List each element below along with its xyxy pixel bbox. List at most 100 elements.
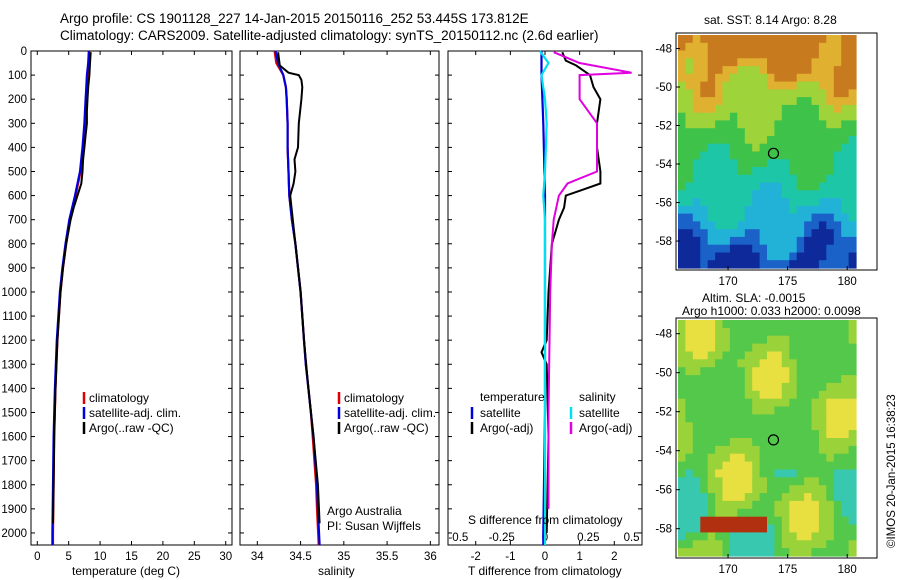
map-cell (767, 351, 775, 360)
map-cell (796, 359, 805, 368)
map-cell (774, 73, 783, 83)
map-cell (759, 42, 768, 52)
map-cell (678, 524, 686, 533)
map-cell (774, 351, 783, 360)
map-cell (752, 244, 761, 254)
map-cell (729, 430, 738, 439)
map-cell (744, 50, 753, 59)
map-cell (841, 477, 850, 486)
map-cell (781, 516, 790, 526)
map-cell (759, 221, 768, 230)
map-cell (767, 445, 775, 455)
map-cell (707, 438, 716, 447)
map-cell (833, 508, 842, 518)
map-cell (685, 351, 694, 360)
map-cell (818, 461, 827, 471)
map-cell (737, 182, 746, 191)
map-cell (744, 35, 753, 44)
map-cell (707, 190, 716, 199)
map-cell (759, 151, 768, 160)
map-cell (737, 540, 746, 549)
map-cell (722, 500, 731, 510)
map-cell (692, 167, 701, 176)
map-cell (833, 167, 842, 176)
map-cell (796, 81, 805, 90)
map-cell (774, 469, 783, 478)
map-cell (818, 174, 827, 184)
map-cell (707, 104, 716, 114)
map-cell (796, 438, 805, 447)
map-cell (759, 406, 768, 415)
map-cell (700, 198, 709, 207)
map-cell (767, 469, 775, 478)
map-cell (818, 35, 827, 44)
map-cell (744, 198, 753, 207)
map-cell (841, 398, 850, 408)
depth-tick-label: 1600 (1, 432, 27, 444)
map-cell (818, 500, 827, 510)
map-cell (685, 198, 694, 207)
map-cell (729, 406, 738, 415)
map-cell (781, 406, 790, 415)
map-cell (707, 414, 716, 423)
map-cell (744, 151, 753, 160)
depth-tick-label: 1800 (1, 480, 27, 492)
map-cell (767, 414, 775, 423)
map-cell (685, 477, 694, 486)
map-cell (774, 112, 783, 122)
map-cell (685, 367, 694, 376)
map-cell (752, 221, 761, 230)
map-cell (818, 205, 827, 215)
map-cell (789, 516, 798, 526)
map-cell (826, 343, 835, 353)
map-cell (737, 236, 746, 246)
map-cell (789, 244, 798, 254)
map-cell (678, 422, 686, 431)
map-cell (826, 213, 835, 222)
map-cell (774, 205, 783, 215)
map-cell (804, 136, 813, 145)
map-cell (715, 430, 724, 439)
sst-map-grid (678, 35, 857, 269)
map-cell (715, 66, 724, 75)
map-cell (759, 414, 768, 423)
map-cell (729, 477, 738, 486)
map-cell (767, 174, 775, 184)
map-cell (678, 500, 686, 510)
map-cell (841, 532, 850, 541)
map-cell (789, 532, 798, 541)
map-cell (818, 73, 827, 83)
map-cell (692, 461, 701, 471)
map-cell (848, 143, 857, 153)
map-cell (729, 81, 738, 90)
map-cell (804, 89, 813, 98)
map-cell (707, 159, 716, 168)
map-cell (781, 167, 790, 176)
map-cell (841, 50, 850, 59)
map-cell (707, 112, 716, 122)
differences-xtick-label: -1 (505, 551, 515, 563)
map-cell (804, 174, 813, 184)
map-cell (744, 398, 753, 408)
map-cell (752, 252, 761, 261)
map-cell (692, 469, 701, 478)
map-cell (818, 97, 827, 106)
map-cell (722, 120, 731, 129)
map-cell (789, 151, 798, 160)
map-cell (833, 244, 842, 254)
map-cell (744, 485, 753, 494)
map-cell (707, 540, 716, 549)
map-cell (848, 42, 857, 52)
map-cell (767, 244, 775, 254)
map-cell (796, 35, 805, 44)
map-cell (700, 112, 709, 122)
map-cell (818, 398, 827, 408)
map-cell (744, 532, 753, 541)
map-cell (848, 445, 857, 455)
map-cell (752, 81, 761, 90)
map-cell (804, 73, 813, 83)
map-cell (848, 320, 857, 329)
map-cell (781, 205, 790, 215)
map-cell (811, 461, 820, 471)
map-cell (707, 58, 716, 67)
